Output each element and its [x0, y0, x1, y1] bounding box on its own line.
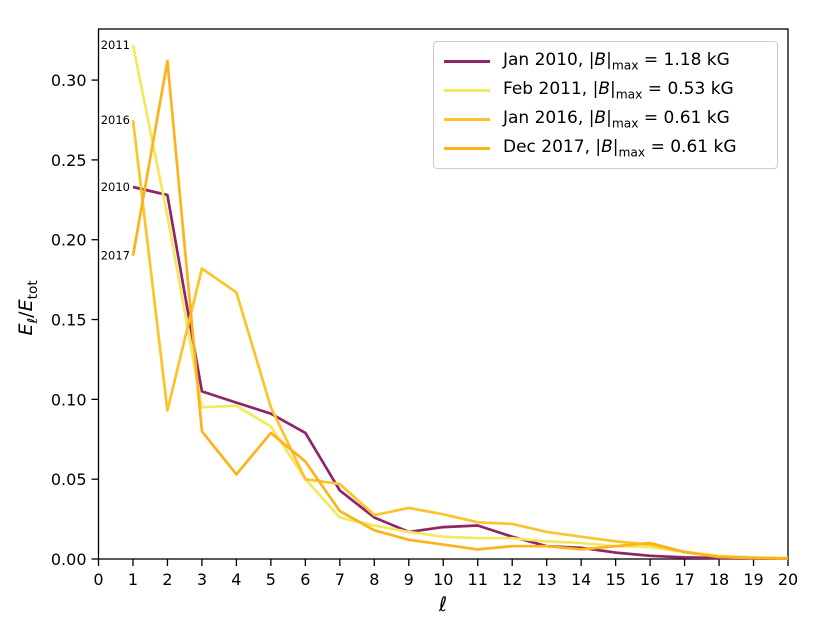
legend-max-subscript: max — [611, 116, 639, 131]
legend-B-symbol: B — [594, 50, 607, 71]
x-tick-label: 18 — [709, 570, 729, 589]
legend-max-subscript: max — [618, 145, 646, 160]
legend-line-swatch — [444, 60, 490, 63]
x-tick-label: 8 — [369, 570, 379, 589]
legend-box: Jan 2010, |B|max = 1.18 kG Feb 2011, |B|… — [433, 41, 778, 169]
legend-entry-jan-2010: Jan 2010, |B|max = 1.18 kG — [444, 47, 777, 76]
legend-label: Jan 2016, |B|max = 0.61 kG — [503, 108, 730, 130]
legend-unit: kG — [705, 79, 734, 100]
legend-pipe: | — [592, 79, 599, 100]
legend-unit: kG — [701, 50, 730, 71]
y-axis-label: Eℓ/Etot — [15, 243, 41, 373]
legend-pipe: | — [612, 137, 619, 158]
legend-value: 0.53 — [667, 79, 706, 100]
legend-date: Jan 2010, — [503, 50, 589, 71]
legend-pipe: | — [588, 50, 595, 71]
legend-line-swatch — [444, 118, 490, 121]
legend-equals: = — [642, 79, 668, 100]
y-tick-label: 0.15 — [51, 311, 87, 330]
y-tick-label: 0.25 — [51, 151, 87, 170]
y-tick-label: 0.20 — [51, 231, 87, 250]
x-tick-label: 2 — [162, 570, 172, 589]
series-line-jan-2010 — [132, 185, 789, 561]
legend-entry-feb-2011: Feb 2011, |B|max = 0.53 kG — [444, 76, 777, 105]
legend-entry-jan-2016: Jan 2016, |B|max = 0.61 kG — [444, 105, 777, 134]
x-tick-label: 0 — [93, 570, 103, 589]
x-axis-label: ℓ — [438, 592, 448, 616]
x-tick-label: 14 — [571, 570, 591, 589]
y-tick-label: 0.30 — [51, 71, 87, 90]
year-annotation: 2017 — [101, 249, 130, 263]
x-tick-label: 11 — [468, 570, 488, 589]
legend-label: Dec 2017, |B|max = 0.61 kG — [503, 137, 737, 159]
x-tick-label: 4 — [231, 570, 241, 589]
legend-B-symbol: B — [594, 108, 607, 129]
x-tick-label: 12 — [502, 570, 522, 589]
legend-pipe: | — [595, 137, 602, 158]
x-tick-label: 9 — [404, 570, 414, 589]
year-annotation: 2011 — [101, 38, 130, 52]
ylabel-E1: E — [15, 323, 38, 336]
legend-unit: kG — [701, 108, 730, 129]
y-tick-label: 0.00 — [51, 550, 87, 569]
ylabel-slash: / — [15, 311, 38, 318]
series-line-dec-2017 — [131, 59, 789, 560]
x-tick-label: 15 — [605, 570, 625, 589]
legend-date: Dec 2017, — [503, 137, 596, 158]
legend-max-subscript: max — [611, 58, 639, 73]
x-tick-label: 3 — [197, 570, 207, 589]
x-tick-label: 20 — [778, 570, 798, 589]
year-annotation: 2016 — [101, 113, 130, 127]
x-tick-label: 1 — [128, 570, 138, 589]
legend-entry-dec-2017: Dec 2017, |B|max = 0.61 kG — [444, 134, 777, 163]
legend-value: 1.18 — [663, 50, 702, 71]
x-tick-label: 10 — [433, 570, 453, 589]
legend-value: 0.61 — [670, 137, 709, 158]
x-tick-label: 6 — [300, 570, 310, 589]
x-tick-label: 13 — [536, 570, 556, 589]
legend-pipe: | — [588, 108, 595, 129]
legend-pipe: | — [606, 50, 612, 71]
legend-line-swatch — [444, 89, 490, 92]
x-tick-label: 7 — [335, 570, 345, 589]
legend-pipe: | — [606, 108, 612, 129]
legend-date: Feb 2011, — [503, 79, 593, 100]
y-tick-label: 0.05 — [51, 470, 87, 489]
legend-date: Jan 2016, — [503, 108, 589, 129]
legend-max-subscript: max — [615, 87, 643, 102]
series-line-jan-2016 — [131, 119, 789, 560]
x-tick-label: 19 — [743, 570, 763, 589]
legend-equals: = — [638, 108, 664, 129]
legend-B-symbol: B — [598, 79, 610, 100]
legend-line-swatch — [444, 147, 490, 150]
legend-B-symbol: B — [601, 137, 613, 158]
y-tick-label: 0.10 — [51, 390, 87, 409]
legend-unit: kG — [708, 137, 737, 158]
x-tick-label: 5 — [266, 570, 276, 589]
ylabel-sub-ell: ℓ — [24, 317, 41, 324]
legend-pipe: | — [609, 79, 616, 100]
ylabel-sub-tot: tot — [24, 280, 41, 300]
x-tick-label: 16 — [640, 570, 660, 589]
legend-equals: = — [645, 137, 671, 158]
legend-label: Feb 2011, |B|max = 0.53 kG — [503, 79, 734, 101]
legend-label: Jan 2010, |B|max = 1.18 kG — [503, 50, 730, 72]
legend-value: 0.61 — [663, 108, 702, 129]
legend-equals: = — [638, 50, 664, 71]
year-annotation: 2010 — [101, 180, 130, 194]
x-tick-label: 17 — [674, 570, 694, 589]
ylabel-E2: E — [15, 299, 38, 312]
